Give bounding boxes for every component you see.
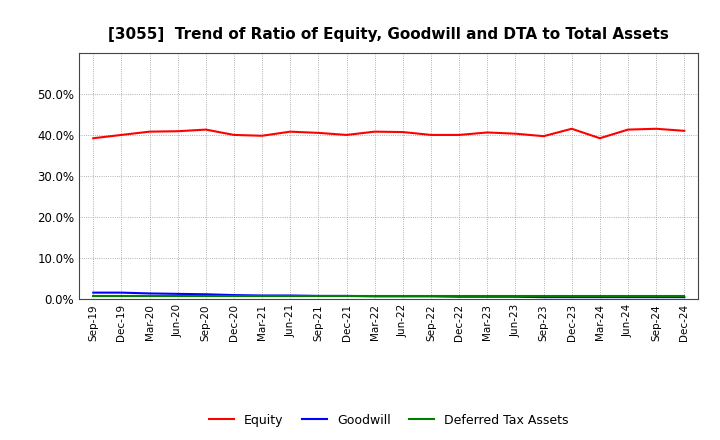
Equity [455, 132, 464, 138]
Equity [342, 132, 351, 138]
Goodwill [370, 293, 379, 299]
Equity [539, 133, 548, 139]
Equity [370, 129, 379, 134]
Goodwill [89, 290, 98, 295]
Goodwill [145, 291, 154, 296]
Deferred Tax Assets [117, 293, 126, 299]
Equity [595, 136, 604, 141]
Line: Equity: Equity [94, 129, 684, 138]
Deferred Tax Assets [314, 293, 323, 299]
Goodwill [174, 291, 182, 297]
Deferred Tax Assets [680, 293, 688, 299]
Deferred Tax Assets [427, 293, 436, 299]
Equity [314, 130, 323, 136]
Equity [286, 129, 294, 134]
Goodwill [286, 293, 294, 298]
Goodwill [567, 294, 576, 300]
Deferred Tax Assets [370, 293, 379, 299]
Deferred Tax Assets [286, 293, 294, 299]
Goodwill [342, 293, 351, 299]
Title: [3055]  Trend of Ratio of Equity, Goodwill and DTA to Total Assets: [3055] Trend of Ratio of Equity, Goodwil… [109, 27, 669, 42]
Goodwill [483, 294, 492, 299]
Goodwill [314, 293, 323, 299]
Goodwill [455, 294, 464, 299]
Deferred Tax Assets [174, 293, 182, 299]
Deferred Tax Assets [483, 293, 492, 299]
Goodwill [399, 293, 408, 299]
Deferred Tax Assets [258, 293, 266, 299]
Equity [652, 126, 660, 132]
Equity [511, 131, 520, 136]
Deferred Tax Assets [202, 293, 210, 299]
Goodwill [202, 292, 210, 297]
Equity [427, 132, 436, 138]
Equity [230, 132, 238, 138]
Legend: Equity, Goodwill, Deferred Tax Assets: Equity, Goodwill, Deferred Tax Assets [204, 409, 574, 432]
Deferred Tax Assets [455, 293, 464, 299]
Equity [624, 127, 632, 132]
Goodwill [680, 294, 688, 300]
Goodwill [427, 293, 436, 299]
Goodwill [539, 294, 548, 300]
Equity [258, 133, 266, 139]
Deferred Tax Assets [511, 293, 520, 299]
Deferred Tax Assets [652, 293, 660, 299]
Deferred Tax Assets [89, 293, 98, 299]
Line: Goodwill: Goodwill [94, 293, 684, 297]
Deferred Tax Assets [342, 293, 351, 299]
Equity [567, 126, 576, 132]
Deferred Tax Assets [539, 293, 548, 299]
Goodwill [511, 294, 520, 299]
Goodwill [652, 294, 660, 300]
Equity [89, 136, 98, 141]
Deferred Tax Assets [145, 293, 154, 299]
Deferred Tax Assets [567, 293, 576, 299]
Goodwill [117, 290, 126, 295]
Equity [680, 128, 688, 133]
Equity [202, 127, 210, 132]
Goodwill [258, 293, 266, 298]
Equity [174, 128, 182, 134]
Goodwill [624, 294, 632, 300]
Equity [117, 132, 126, 138]
Equity [145, 129, 154, 134]
Deferred Tax Assets [624, 293, 632, 299]
Equity [483, 130, 492, 135]
Deferred Tax Assets [399, 293, 408, 299]
Equity [399, 129, 408, 135]
Deferred Tax Assets [230, 293, 238, 299]
Goodwill [230, 293, 238, 298]
Goodwill [595, 294, 604, 300]
Deferred Tax Assets [595, 293, 604, 299]
